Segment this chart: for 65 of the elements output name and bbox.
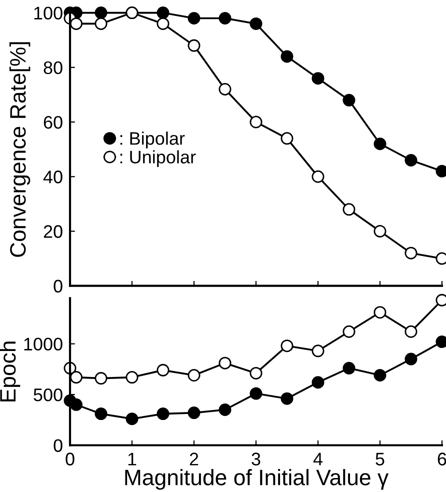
point xyxy=(188,12,200,25)
point xyxy=(218,83,232,96)
point xyxy=(188,39,200,52)
legend-label: : Unipolar xyxy=(120,150,196,168)
y-tick-label: 500 xyxy=(34,388,62,402)
point xyxy=(312,376,324,389)
point xyxy=(280,340,294,352)
point xyxy=(342,325,356,338)
point xyxy=(280,392,294,405)
point xyxy=(188,406,200,420)
y-tick-label: 0 xyxy=(54,439,62,452)
point xyxy=(126,412,138,426)
point xyxy=(312,170,324,183)
point xyxy=(374,224,386,238)
y-tick-label: 80 xyxy=(44,61,62,74)
point xyxy=(342,94,356,106)
y-tick-label: 100 xyxy=(34,6,62,20)
point xyxy=(404,325,418,338)
point xyxy=(404,246,418,260)
point xyxy=(404,352,418,366)
point xyxy=(250,116,262,128)
point xyxy=(94,17,108,30)
x-tick-label: 5 xyxy=(376,452,384,466)
y-tick-label: 40 xyxy=(43,170,62,184)
legend-label: : Bipolar xyxy=(120,132,185,148)
point xyxy=(250,17,262,30)
point xyxy=(218,356,232,370)
point xyxy=(342,203,356,216)
x-tick-label: 2 xyxy=(190,452,198,466)
x-tick-label: 0 xyxy=(66,452,74,466)
y-tick-label: 0 xyxy=(54,280,62,293)
point xyxy=(70,371,82,384)
point xyxy=(374,369,386,382)
point xyxy=(94,6,108,20)
point xyxy=(156,364,170,376)
point xyxy=(280,132,294,145)
x-tick-label: 6 xyxy=(438,452,446,466)
point xyxy=(70,17,82,30)
x-tick-label: 1 xyxy=(128,452,136,466)
point xyxy=(250,387,262,400)
x-tick-label: 4 xyxy=(313,452,322,466)
point xyxy=(156,6,170,20)
point xyxy=(94,372,108,385)
point xyxy=(218,404,232,416)
point xyxy=(312,72,324,85)
point xyxy=(404,154,418,166)
point xyxy=(218,12,232,25)
point xyxy=(342,362,356,374)
point xyxy=(156,408,170,420)
point xyxy=(374,306,386,319)
point xyxy=(188,369,200,382)
x-axis-title: Magnitude of Initial Value γ xyxy=(125,469,389,490)
point xyxy=(156,17,170,30)
point xyxy=(126,371,138,384)
y-tick-label: 1000 xyxy=(24,338,62,351)
point xyxy=(94,408,108,420)
y-tick-label: 60 xyxy=(44,116,62,129)
y-axis-title: Convergence Rate[%] xyxy=(9,42,30,257)
point xyxy=(374,138,386,150)
point xyxy=(250,366,262,380)
point xyxy=(312,344,324,358)
point xyxy=(280,50,294,63)
x-tick-label: 3 xyxy=(252,452,260,466)
point xyxy=(70,398,82,411)
y-tick-label: 20 xyxy=(44,225,62,238)
